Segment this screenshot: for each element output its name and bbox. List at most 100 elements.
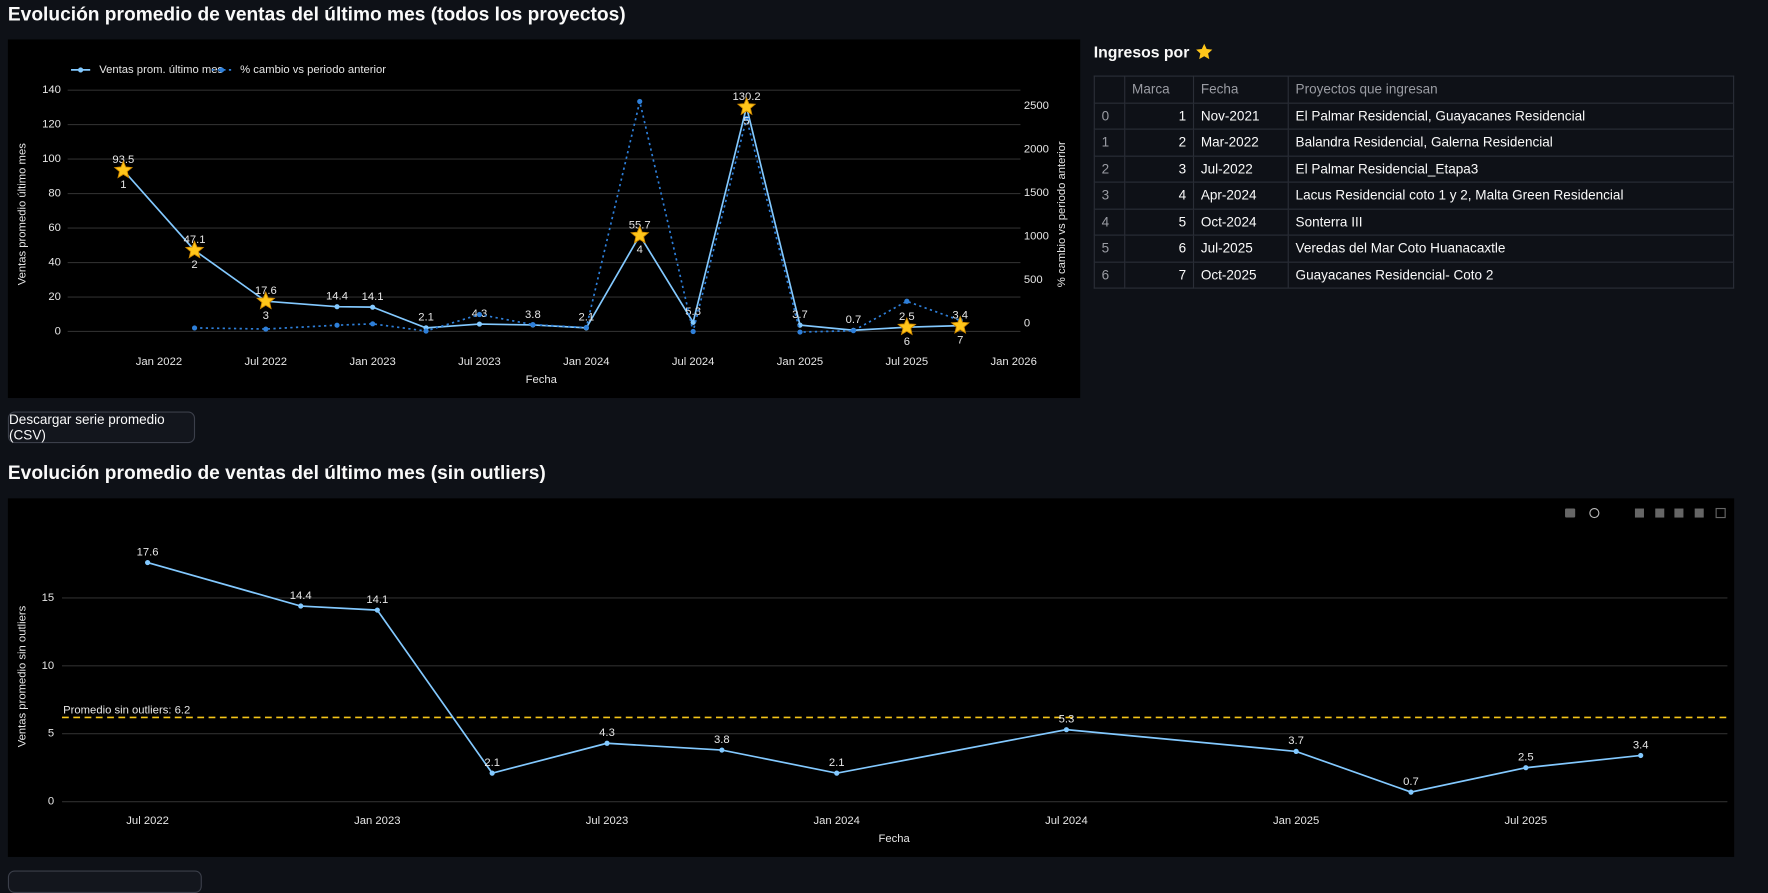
y-tick-label: 40 bbox=[48, 257, 61, 269]
data-label: 3.8 bbox=[525, 309, 541, 321]
table-row: 3 4 Apr-2024 Lacus Residencial coto 1 y 2, … bbox=[1093, 181, 1735, 210]
star-label: 4 bbox=[637, 244, 643, 256]
data-table: Marca Fecha Proyectos que ingresan 0 1 Nov-20… bbox=[1093, 75, 1735, 289]
data-label: 17.6 bbox=[137, 546, 159, 558]
cell: 3 bbox=[1124, 155, 1195, 183]
table-row: 2 3 Jul-2022 El Palmar Residencial_Etapa3 bbox=[1093, 155, 1735, 183]
data-point bbox=[374, 607, 380, 613]
data-point bbox=[797, 329, 803, 335]
data-label: 3.4 bbox=[1633, 739, 1649, 751]
star-label: 7 bbox=[957, 334, 963, 346]
data-point bbox=[1408, 789, 1414, 795]
star-label: 6 bbox=[904, 336, 910, 348]
x-tick-label: Jul 2022 bbox=[244, 356, 287, 368]
section-title: Evolución promedio de ventas del último … bbox=[7, 3, 626, 25]
x-tick-label: Jul 2023 bbox=[458, 356, 501, 368]
cell: Oct-2025 bbox=[1192, 261, 1289, 289]
star-marker bbox=[736, 96, 757, 116]
data-point bbox=[904, 298, 910, 304]
x-tick-label: Jan 2026 bbox=[990, 356, 1036, 368]
data-point bbox=[476, 311, 483, 318]
cell: 7 bbox=[1124, 261, 1195, 289]
table-row: 4 5 Oct-2024 Sonterra III bbox=[1093, 208, 1735, 236]
data-point bbox=[263, 326, 269, 332]
table-row: 6 7 Oct-2025 Guayacanes Residencial- Coto 2 bbox=[1093, 261, 1735, 289]
row-index: 0 bbox=[1093, 102, 1126, 130]
data-point bbox=[334, 322, 340, 328]
x-tick-label: Jul 2025 bbox=[1505, 815, 1548, 827]
y2-tick-label: 0 bbox=[1024, 318, 1030, 330]
x-tick-label: Jul 2024 bbox=[672, 356, 715, 368]
cell: 2 bbox=[1124, 128, 1195, 157]
x-tick-label: Jan 2022 bbox=[136, 356, 182, 368]
table-title-text: Ingresos por bbox=[1093, 42, 1190, 61]
data-label: 14.1 bbox=[366, 594, 388, 606]
data-label: 3.8 bbox=[714, 734, 730, 746]
y2-tick-label: 500 bbox=[1024, 274, 1043, 286]
y2-tick-label: 2000 bbox=[1024, 144, 1049, 156]
x-axis-title: Fecha bbox=[878, 833, 910, 845]
y-tick-label: 60 bbox=[48, 222, 61, 234]
y2-tick-label: 1500 bbox=[1024, 187, 1049, 199]
data-label: 2.5 bbox=[1518, 752, 1534, 764]
table-row: 1 2 Mar-2022 Balandra Residencial, Galerna … bbox=[1093, 128, 1735, 157]
chart-panel bbox=[7, 39, 1081, 399]
star-marker bbox=[950, 315, 970, 334]
cell: Sonterra III bbox=[1287, 208, 1735, 236]
cell: 4 bbox=[1124, 181, 1195, 210]
download-button[interactable]: Descargar serie promedio (CSV) bbox=[7, 411, 196, 444]
cell: 5 bbox=[1124, 208, 1195, 236]
legend-label: Ventas prom. último mes bbox=[99, 64, 223, 76]
cell: Guayacanes Residencial- Coto 2 bbox=[1287, 261, 1735, 289]
data-point bbox=[743, 115, 750, 122]
data-point bbox=[489, 770, 495, 776]
x-axis-title: Fecha bbox=[526, 374, 558, 386]
series-line bbox=[147, 561, 1641, 793]
y-tick-label: 0 bbox=[55, 325, 61, 337]
header-cell bbox=[1093, 75, 1126, 104]
header-cell: Marca bbox=[1124, 75, 1195, 104]
x-tick-label: Jan 2023 bbox=[354, 815, 400, 827]
cell: Veredas del Mar Coto Huanacaxtle bbox=[1287, 234, 1735, 263]
star-marker bbox=[897, 317, 917, 336]
cell: El Palmar Residencial, Guayacanes Reside… bbox=[1287, 102, 1735, 130]
header-row: Marca Fecha Proyectos que ingresan bbox=[1093, 75, 1735, 104]
y-tick-label: 20 bbox=[48, 291, 61, 303]
data-point bbox=[298, 603, 304, 609]
series-line bbox=[122, 106, 961, 332]
cell: Apr-2024 bbox=[1192, 181, 1289, 210]
table-row: 5 6 Jul-2025 Veredas del Mar Coto Huanacaxt… bbox=[1093, 234, 1735, 263]
legend-marker bbox=[218, 67, 225, 73]
data-point bbox=[719, 747, 725, 753]
y2-axis-title: % cambio vs periodo anterior bbox=[1056, 141, 1068, 287]
data-label: 14.4 bbox=[290, 590, 312, 602]
star-label: 5 bbox=[743, 116, 749, 128]
data-label: 2.1 bbox=[578, 312, 594, 324]
button[interactable] bbox=[7, 870, 202, 893]
data-label: 2.1 bbox=[418, 312, 434, 324]
x-tick-label: Jul 2022 bbox=[126, 815, 169, 827]
y2-tick-label: 2500 bbox=[1024, 100, 1049, 112]
data-point bbox=[191, 325, 198, 331]
legend-label: % cambio vs periodo anterior bbox=[240, 64, 386, 76]
cell: Balandra Residencial, Galerna Residencia… bbox=[1287, 128, 1735, 157]
y-tick-label: 140 bbox=[42, 84, 61, 96]
data-label: 17.6 bbox=[255, 285, 277, 297]
x-tick-label: Jan 2025 bbox=[777, 356, 823, 368]
data-point bbox=[850, 328, 856, 334]
x-tick-label: Jul 2025 bbox=[886, 356, 929, 368]
star-marker bbox=[184, 240, 205, 259]
x-tick-label: Jul 2023 bbox=[586, 815, 629, 827]
y2-tick-label: 1000 bbox=[1024, 231, 1049, 243]
reference-label: Promedio sin outliers: 6.2 bbox=[63, 705, 190, 717]
cell: El Palmar Residencial_Etapa3 bbox=[1287, 155, 1735, 183]
data-point bbox=[334, 304, 340, 310]
data-label: 2.1 bbox=[829, 757, 845, 769]
cell: 1 bbox=[1124, 102, 1195, 130]
data-point bbox=[530, 322, 536, 328]
row-index: 3 bbox=[1093, 181, 1126, 210]
row-index: 1 bbox=[1093, 128, 1126, 157]
star-icon bbox=[1195, 43, 1213, 60]
y-tick-label: 0 bbox=[48, 796, 54, 808]
